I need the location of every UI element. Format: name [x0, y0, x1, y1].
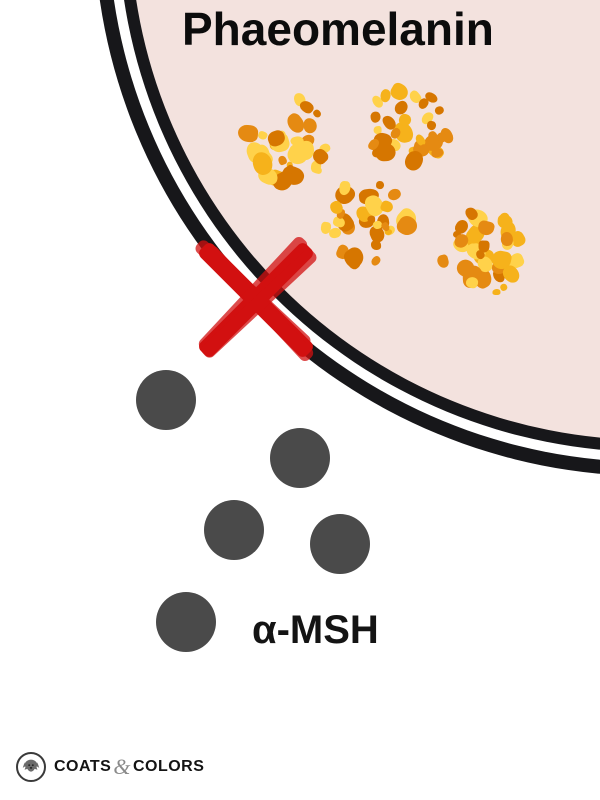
- amsh-dot: [310, 514, 370, 574]
- phaeomelanin-cluster: [240, 94, 332, 186]
- blocked-x-icon: [196, 240, 316, 360]
- brand-wordmark-amp: &: [113, 754, 131, 780]
- brand-logo: COATS&COLORS: [16, 752, 204, 782]
- phaeomelanin-cluster: [438, 208, 530, 300]
- brand-wordmark-pre: COATS: [54, 758, 111, 776]
- amsh-label: α-MSH: [252, 608, 379, 653]
- brand-wordmark-post: COLORS: [133, 758, 204, 776]
- phaeomelanin-label: Phaeomelanin: [182, 2, 494, 56]
- dog-head-icon: [16, 752, 46, 782]
- phaeomelanin-cluster: [320, 178, 412, 270]
- amsh-dot: [136, 370, 196, 430]
- brand-wordmark: COATS&COLORS: [54, 754, 204, 780]
- amsh-dot: [204, 500, 264, 560]
- amsh-dot: [270, 428, 330, 488]
- amsh-dot: [156, 592, 216, 652]
- phaeomelanin-cluster: [362, 80, 454, 172]
